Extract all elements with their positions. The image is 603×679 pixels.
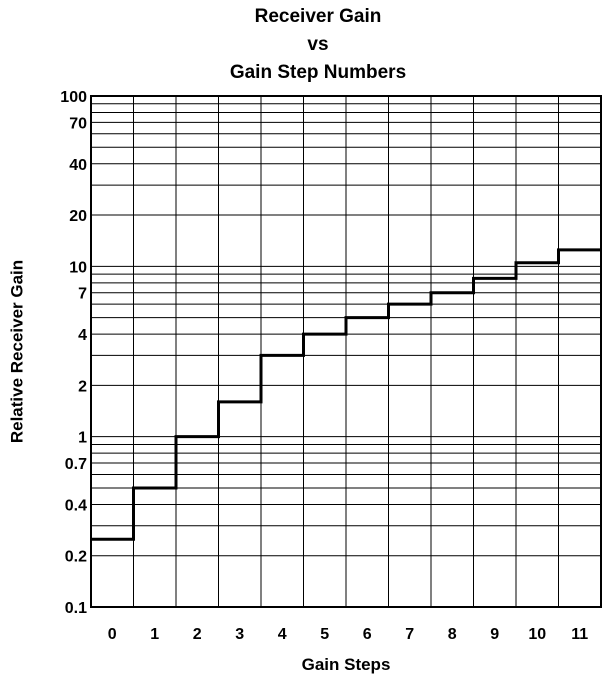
grid [91,96,601,607]
x-tick-labels: 0 1 2 3 4 5 6 7 8 9 10 11 [108,626,589,643]
y-tick-label: 0.7 [65,456,87,473]
y-tick-label: 0.4 [65,497,87,514]
plot-frame [90,95,602,608]
y-tick-label: 7 [78,286,87,303]
x-tick-label: 1 [150,626,159,643]
x-tick-label: 6 [363,626,372,643]
series [91,248,601,541]
y-tick-label: 40 [69,157,87,174]
chart-title-line-1: Receiver Gain [255,6,382,27]
y-tick-label: 10 [69,259,87,276]
y-tick-label: 2 [78,378,87,395]
y-tick-label: 4 [78,327,87,344]
x-tick-label: 11 [571,626,588,643]
x-tick-label: 2 [193,626,202,643]
y-axis-title: Relative Receiver Gain [7,260,26,443]
y-tick-label: 100 [60,89,87,106]
x-axis-title: Gain Steps [302,655,391,674]
y-tick-labels: 100 70 40 20 10 7 4 2 1 0.7 0.4 0.2 0.1 [60,89,87,617]
x-tick-label: 5 [320,626,329,643]
y-tick-label: 1 [78,430,87,447]
y-tick-label: 20 [69,208,87,225]
x-tick-label: 4 [278,626,287,643]
x-tick-label: 8 [448,626,457,643]
y-tick-label: 0.2 [65,549,87,566]
x-tick-label: 0 [108,626,117,643]
x-tick-label: 10 [528,626,546,643]
chart-title-line-2: vs [307,34,328,55]
x-tick-label: 3 [235,626,244,643]
x-tick-label: 7 [405,626,414,643]
gain-step-line [91,248,601,541]
y-tick-label: 70 [69,115,87,132]
x-tick-label: 9 [490,626,499,643]
chart-title-line-3: Gain Step Numbers [230,62,406,83]
y-tick-label: 0.1 [65,600,87,617]
